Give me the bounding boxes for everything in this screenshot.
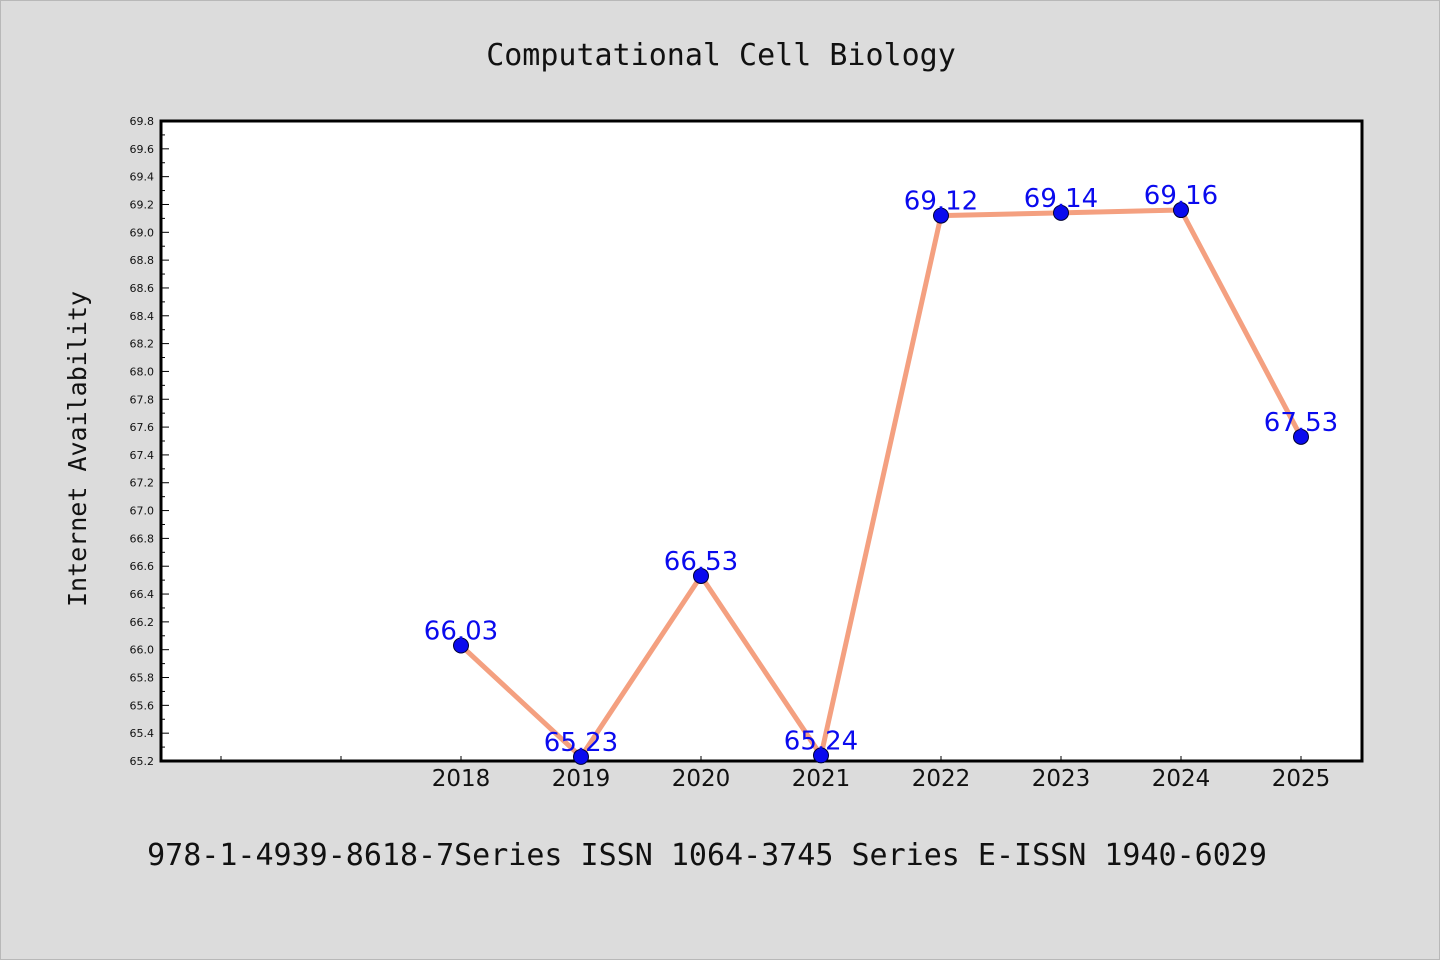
y-tick-label: 66.6 bbox=[130, 560, 155, 573]
data-point-marker bbox=[813, 747, 829, 764]
x-tick-label: 2022 bbox=[912, 766, 971, 792]
series-line bbox=[458, 207, 1304, 760]
x-tick-label: 2019 bbox=[552, 766, 611, 792]
data-point-label: 65.24 bbox=[784, 726, 858, 756]
y-tick-label: 68.2 bbox=[130, 338, 155, 351]
x-axis-ticks: 2018 2019 2020 2021 2022 2023 2024 2025 bbox=[220, 756, 1331, 792]
data-point-marker bbox=[573, 748, 589, 765]
data-point-marker bbox=[1053, 204, 1069, 221]
y-tick-label: 66.0 bbox=[130, 644, 155, 657]
y-tick-label: 65.8 bbox=[130, 672, 155, 685]
y-tick-label: 65.4 bbox=[130, 727, 155, 740]
y-tick-label: 69.8 bbox=[130, 115, 155, 128]
y-tick-label: 69.4 bbox=[130, 171, 155, 184]
data-point-marker bbox=[933, 207, 949, 224]
data-point-label: 66.03 bbox=[424, 617, 498, 647]
data-point-label: 69.12 bbox=[904, 187, 978, 217]
y-tick-label: 66.2 bbox=[130, 616, 155, 629]
x-tick-label: 2025 bbox=[1272, 766, 1331, 792]
series-markers bbox=[453, 202, 1309, 765]
data-point-label: 66.53 bbox=[664, 547, 738, 577]
y-tick-label: 66.8 bbox=[130, 532, 155, 545]
y-tick-label: 69.6 bbox=[130, 143, 155, 156]
y-tick-label: 68.4 bbox=[130, 310, 155, 323]
data-labels: 66.03 65.23 66.53 65.24 69.12 69.14 69.16 67.53 bbox=[424, 181, 1338, 758]
data-point-marker bbox=[453, 637, 469, 654]
y-tick-label: 65.2 bbox=[130, 755, 155, 768]
data-point-label: 67.53 bbox=[1264, 408, 1338, 438]
y-tick-label: 67.4 bbox=[130, 449, 155, 462]
y-tick-label: 68.0 bbox=[130, 365, 155, 378]
x-tick-label: 2020 bbox=[672, 766, 731, 792]
chart-title: Computational Cell Biology bbox=[486, 38, 956, 73]
data-point-marker bbox=[693, 567, 709, 584]
y-axis-ticks: 65.2 65.4 65.6 65.8 66.0 66.2 66.4 66.6 66.8 67.0… bbox=[130, 115, 169, 768]
y-tick-label: 66.4 bbox=[130, 588, 155, 601]
y-tick-label: 69.0 bbox=[130, 226, 155, 239]
y-tick-label: 67.0 bbox=[130, 505, 155, 518]
x-tick-label: 2024 bbox=[1152, 766, 1211, 792]
data-point-marker bbox=[1293, 428, 1309, 445]
y-tick-label: 67.6 bbox=[130, 421, 155, 434]
y-axis-label: Internet Availability bbox=[63, 291, 92, 607]
data-point-marker bbox=[1173, 202, 1189, 219]
x-tick-label: 2018 bbox=[432, 766, 491, 792]
y-tick-label: 69.2 bbox=[130, 198, 155, 211]
x-tick-label: 2023 bbox=[1032, 766, 1091, 792]
footer-isbn-text: 978-1-4939-8618-7Series ISSN 1064-3745 S… bbox=[147, 838, 1267, 873]
y-tick-label: 65.6 bbox=[130, 699, 155, 712]
data-point-label: 69.14 bbox=[1024, 184, 1098, 214]
plot-area bbox=[159, 119, 1364, 763]
data-point-label: 69.16 bbox=[1144, 181, 1218, 211]
y-tick-label: 67.8 bbox=[130, 393, 155, 406]
data-point-label: 65.23 bbox=[544, 728, 618, 758]
x-tick-label: 2021 bbox=[792, 766, 851, 792]
series-line-group bbox=[458, 207, 1304, 760]
y-tick-label: 68.6 bbox=[130, 282, 155, 295]
y-tick-label: 68.8 bbox=[130, 254, 155, 267]
y-tick-label: 67.2 bbox=[130, 477, 155, 490]
